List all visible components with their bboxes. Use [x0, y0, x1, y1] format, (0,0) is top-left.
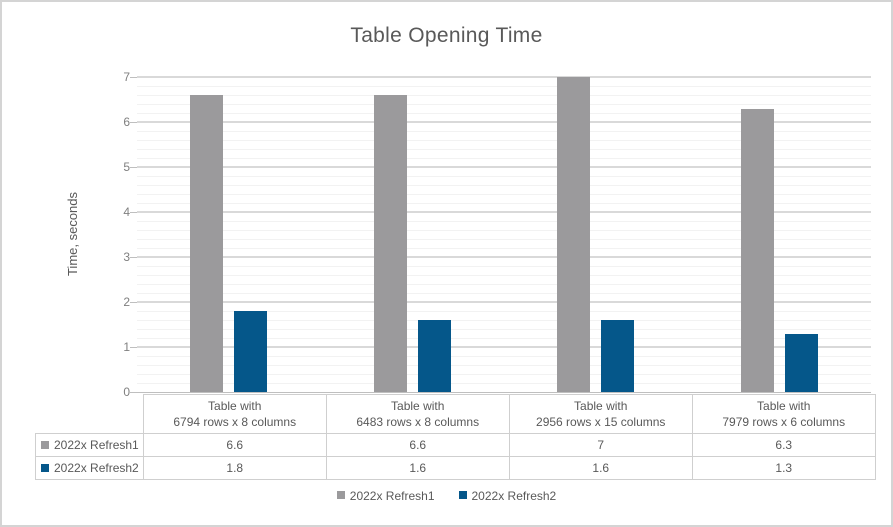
bar-series1-cat1: [190, 95, 224, 392]
series-name-cell: 2022x Refresh2: [35, 456, 144, 480]
y-tick-label: 1: [123, 340, 130, 354]
gridline-major: [137, 76, 871, 78]
value-cell: 1.8: [142, 456, 327, 480]
gridline-minor: [137, 113, 871, 114]
gridline-minor: [137, 95, 871, 96]
value-cell: 6.6: [142, 433, 327, 457]
y-tick-label: 3: [123, 250, 130, 264]
bar-series2-cat2: [417, 320, 451, 392]
gridline-minor: [137, 86, 871, 87]
series-marker-icon: [41, 463, 49, 472]
gridline-minor: [137, 266, 871, 267]
legend: 2022x Refresh1 2022x Refresh2: [2, 489, 891, 503]
gridline-minor: [137, 329, 871, 330]
gridline-minor: [137, 284, 871, 285]
gridline-major: [137, 256, 871, 258]
y-tick-mark: [130, 122, 137, 123]
y-tick-label: 6: [123, 115, 130, 129]
gridline-minor: [137, 176, 871, 177]
bar-series1-cat4: [740, 108, 774, 392]
y-tick-label: 0: [123, 385, 130, 399]
y-tick-label: 5: [123, 160, 130, 174]
y-tick-label: 2: [123, 295, 130, 309]
bar-series1-cat2: [373, 95, 407, 392]
gridline-minor: [137, 275, 871, 276]
gridline-minor: [137, 158, 871, 159]
value-cell: 1.6: [325, 456, 510, 480]
category-header-cell: Table with 7979 rows x 6 columns: [691, 394, 876, 434]
gridline-minor: [137, 239, 871, 240]
y-tick-mark: [130, 212, 137, 213]
y-tick-mark: [130, 77, 137, 78]
value-cell: 7: [508, 433, 693, 457]
legend-marker-icon: [336, 491, 345, 499]
gridline-minor: [137, 131, 871, 132]
legend-item-label: 2022x Refresh2: [471, 489, 557, 503]
gridline-major: [137, 166, 871, 168]
gridline-minor: [137, 365, 871, 366]
y-tick-label: 4: [123, 205, 130, 219]
bar-series2-cat3: [601, 320, 635, 392]
bar-series2-cat1: [234, 311, 268, 392]
gridline-minor: [137, 338, 871, 339]
gridline-minor: [137, 185, 871, 186]
gridline-minor: [137, 248, 871, 249]
gridline-minor: [137, 356, 871, 357]
gridline-major: [137, 301, 871, 303]
gridline-minor: [137, 221, 871, 222]
gridline-minor: [137, 383, 871, 384]
legend-item-series1: 2022x Refresh1: [336, 489, 435, 503]
gridline-minor: [137, 311, 871, 312]
bar-series2-cat4: [784, 333, 818, 392]
gridline-minor: [137, 320, 871, 321]
gridline-minor: [137, 194, 871, 195]
y-tick-mark: [130, 167, 137, 168]
gridline-minor: [137, 293, 871, 294]
y-tick-mark: [130, 347, 137, 348]
table-row-series1: 2022x Refresh1 6.6 6.6 7 6.3: [35, 433, 876, 457]
y-tick-mark: [130, 302, 137, 303]
value-cell: 1.6: [508, 456, 693, 480]
y-axis-title: Time, seconds: [65, 191, 80, 277]
gridline-minor: [137, 230, 871, 231]
bar-series1-cat3: [557, 77, 591, 392]
value-cell: 6.3: [691, 433, 876, 457]
gridline-minor: [137, 140, 871, 141]
value-cell: 6.6: [325, 433, 510, 457]
gridline-minor: [137, 374, 871, 375]
series-marker-icon: [41, 440, 49, 449]
gridline-major: [137, 121, 871, 123]
table-corner-cell: [36, 395, 144, 434]
legend-marker-icon: [458, 491, 467, 499]
legend-item-label: 2022x Refresh1: [349, 489, 435, 503]
gridline-major: [137, 346, 871, 348]
y-tick-mark: [130, 392, 137, 393]
gridline-minor: [137, 203, 871, 204]
y-tick-label: 7: [123, 70, 130, 84]
series-name-label: 2022x Refresh1: [54, 438, 139, 452]
gridline-minor: [137, 149, 871, 150]
legend-item-series2: 2022x Refresh2: [458, 489, 557, 503]
y-tick-mark: [130, 257, 137, 258]
table-header-row: Table with 6794 rows x 8 columns Table wi…: [36, 394, 876, 434]
series-name-cell: 2022x Refresh1: [35, 433, 144, 457]
value-cell: 1.3: [691, 456, 876, 480]
gridline-minor: [137, 104, 871, 105]
category-header-cell: Table with 2956 rows x 15 columns: [508, 394, 693, 434]
table-row-series2: 2022x Refresh2 1.8 1.6 1.6 1.3: [35, 456, 876, 480]
series-name-label: 2022x Refresh2: [54, 461, 139, 475]
category-header-cell: Table with 6794 rows x 8 columns: [142, 394, 327, 434]
plot-area: [137, 76, 871, 393]
data-table: Table with 6794 rows x 8 columns Table wi…: [35, 394, 876, 480]
gridline-major: [137, 211, 871, 213]
chart-title: Table Opening Time: [350, 24, 543, 47]
category-header-cell: Table with 6483 rows x 8 columns: [325, 394, 510, 434]
